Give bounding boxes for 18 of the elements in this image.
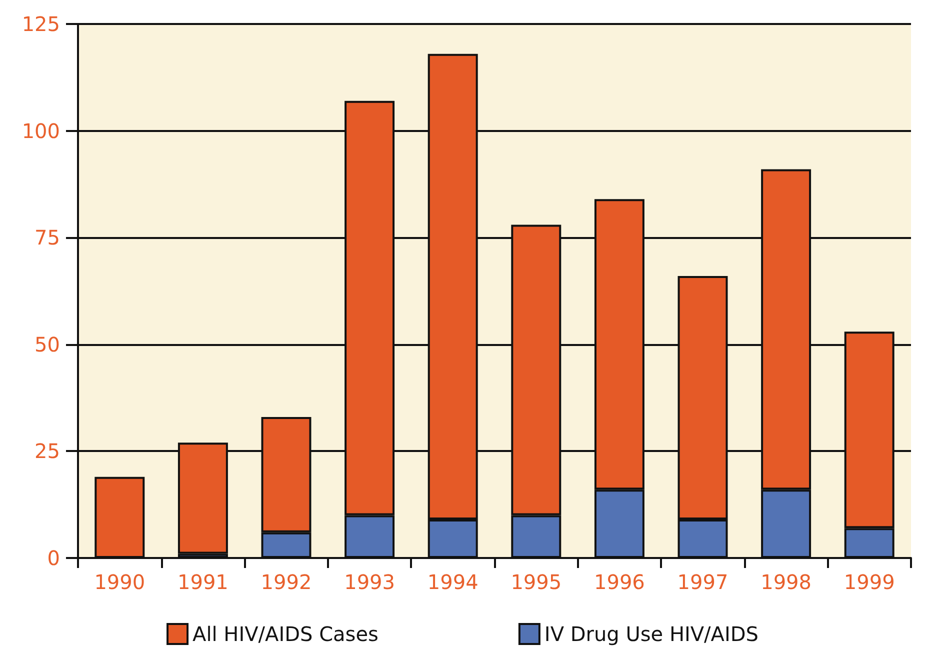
x-tick-label: 1995 [510, 570, 562, 594]
x-tick-label: 1998 [760, 570, 812, 594]
y-tick-label: 75 [34, 226, 60, 250]
legend-label: All HIV/AIDS Cases [192, 622, 378, 646]
x-tick-label: 1993 [344, 570, 396, 594]
x-tick-label: 1999 [844, 570, 895, 594]
x-tick-label: 1991 [177, 570, 228, 594]
legend-label: IV Drug Use HIV/AIDS [544, 622, 758, 646]
y-tick-label: 50 [34, 332, 60, 356]
x-tick-label: 1992 [260, 570, 312, 594]
x-tick-label: 1997 [677, 570, 728, 594]
y-tick-label: 0 [47, 546, 60, 570]
x-tick-label: 1990 [94, 570, 146, 594]
x-tick-label: 1996 [594, 570, 645, 594]
y-tick-label: 100 [22, 118, 60, 143]
x-tick-label: 1994 [427, 570, 478, 594]
y-tick-label: 125 [22, 12, 60, 36]
y-tick-label: 25 [34, 439, 60, 464]
